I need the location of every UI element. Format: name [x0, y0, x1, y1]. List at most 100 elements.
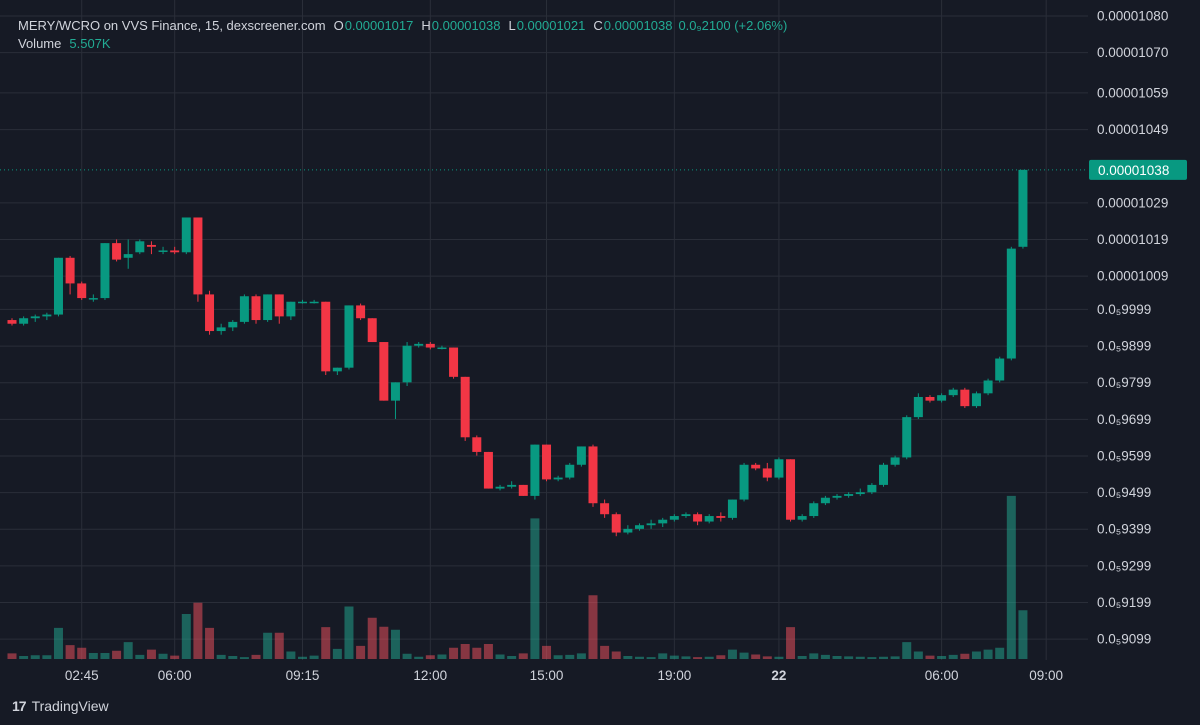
volume-bar — [530, 518, 540, 659]
price-axis[interactable]: 0.00001080 0.00001070 0.00001059 0.00001049… — [1097, 9, 1168, 647]
candle — [507, 481, 517, 489]
candle-body — [100, 243, 110, 299]
candle-body — [19, 318, 29, 324]
candle — [286, 301, 296, 321]
time-tick-label: 15:00 — [530, 668, 564, 683]
brand-name: TradingView — [31, 698, 109, 714]
candle-body — [844, 494, 854, 496]
volume-bar — [309, 655, 319, 659]
candle-body — [251, 296, 261, 321]
volume-bar — [65, 645, 75, 659]
high-label: H — [421, 18, 431, 33]
candle — [600, 499, 610, 518]
price-tick-label: 0.0₅9599 — [1097, 448, 1151, 463]
price-tick-label: 0.00001059 — [1097, 85, 1168, 100]
candle — [483, 451, 493, 489]
volume-bar — [518, 653, 528, 659]
candle — [588, 444, 598, 507]
candles — [7, 169, 1028, 537]
candle — [716, 512, 726, 522]
candle — [530, 444, 540, 500]
candle-body — [402, 345, 412, 383]
volume-bar — [100, 653, 110, 659]
candle — [123, 239, 133, 269]
volume-bar — [995, 647, 1005, 659]
candle-body — [414, 343, 424, 346]
candle-body — [170, 250, 180, 253]
volume-bar — [855, 656, 865, 659]
volume-bar — [902, 642, 912, 659]
symbol-title[interactable]: MERY/WCRO on VVS Finance, 15, dexscreene… — [18, 18, 326, 33]
candle-body — [913, 396, 923, 418]
candle — [7, 318, 17, 326]
price-tick-label: 0.0₅9399 — [1097, 522, 1151, 537]
price-tick-label: 0.0₅9099 — [1097, 632, 1151, 647]
time-tick-label: 02:45 — [65, 668, 99, 683]
candle — [135, 239, 145, 255]
price-tick-label: 0.0₅9799 — [1097, 375, 1151, 390]
candle-body — [286, 301, 296, 317]
volume-bar — [298, 656, 307, 659]
candle-body — [1006, 248, 1016, 359]
time-tick-label: 06:00 — [925, 668, 959, 683]
volume-bar — [716, 655, 726, 659]
candle — [239, 294, 249, 324]
volume-bar — [483, 644, 493, 659]
candle-body — [832, 495, 842, 498]
volume-bar — [402, 653, 412, 659]
candle-body — [228, 321, 238, 328]
candle-body — [158, 250, 168, 252]
open-label: O — [333, 18, 344, 33]
volume-bar — [565, 654, 575, 659]
volume-bar — [216, 654, 226, 659]
candle — [30, 314, 40, 322]
volume-bar — [623, 656, 633, 659]
volume-bar — [344, 606, 354, 659]
candle — [890, 455, 900, 467]
volume-bar — [913, 651, 923, 659]
candle — [437, 345, 447, 350]
candle — [193, 217, 203, 302]
volume-bar — [77, 647, 87, 659]
time-tick-label: 09:15 — [286, 668, 320, 683]
candle — [402, 342, 412, 386]
candle-body — [855, 492, 865, 495]
candle-body — [193, 217, 203, 295]
candle-body — [762, 468, 772, 478]
candle-body — [704, 516, 714, 522]
tradingview-brand[interactable]: 17 TradingView — [12, 698, 109, 714]
candle — [542, 444, 552, 482]
candle — [53, 257, 63, 317]
candle — [611, 512, 621, 537]
time-axis[interactable]: 02:45 06:00 09:15 12:00 15:00 19:00 22 06:00 09:… — [65, 668, 1063, 683]
candle-body — [530, 444, 540, 496]
candle — [576, 446, 586, 467]
candle — [774, 457, 784, 480]
candle-body — [971, 393, 981, 407]
volume-bar — [414, 656, 424, 659]
candle — [948, 387, 958, 397]
candle — [855, 488, 865, 496]
candle-body — [30, 316, 40, 319]
candle-body — [658, 519, 668, 524]
volume-bar — [937, 656, 947, 659]
volume-bar — [1006, 495, 1016, 659]
candle — [205, 290, 215, 335]
volume-bar — [879, 656, 888, 659]
volume-bar — [332, 648, 342, 659]
candle-body — [623, 528, 633, 533]
candle-body — [751, 464, 761, 469]
candle — [565, 462, 575, 480]
candle — [495, 484, 505, 491]
price-tick-label: 0.0₅9499 — [1097, 485, 1151, 500]
volume-bar — [832, 656, 842, 659]
candle — [623, 525, 633, 535]
candle-body — [112, 243, 122, 260]
volume-bar — [7, 653, 17, 659]
volume-bar — [960, 653, 970, 659]
volume-bar — [983, 649, 993, 659]
candle — [472, 435, 482, 456]
candle — [77, 281, 87, 300]
candle — [263, 294, 273, 322]
